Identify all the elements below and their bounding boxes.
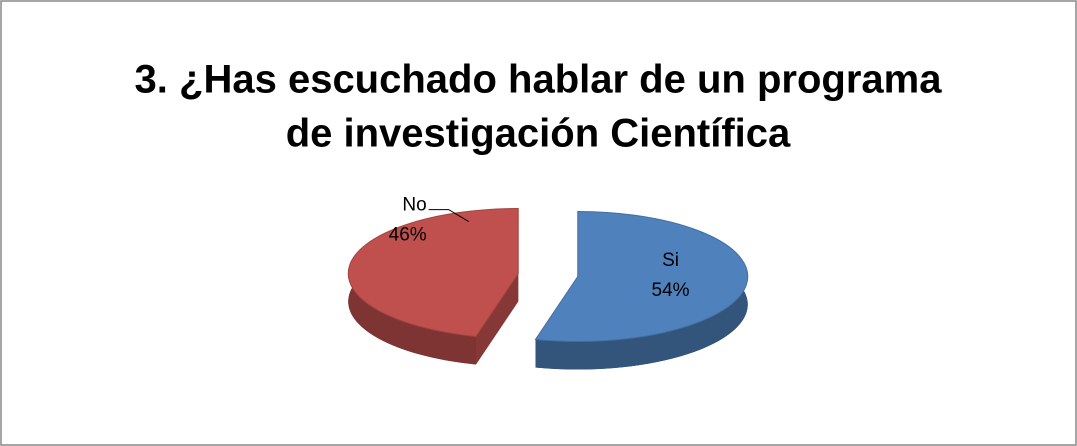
chart-title: de investigación Científica: [286, 112, 791, 156]
category-label: Si: [662, 250, 679, 271]
slice: [534, 211, 749, 343]
category-label: No: [402, 195, 426, 216]
value-label: 54%: [652, 280, 690, 301]
value-label: 46%: [389, 225, 427, 246]
slice: [347, 207, 519, 337]
chart-title: 3. ¿Has escuchado hablar de un programa: [135, 58, 943, 102]
slice-side: [475, 273, 519, 365]
leader-line: [428, 209, 469, 223]
